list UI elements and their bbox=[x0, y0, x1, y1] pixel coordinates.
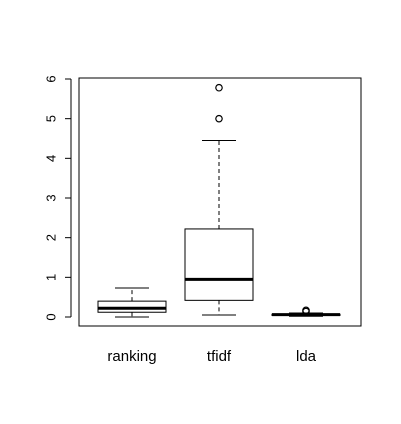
outlier-point bbox=[215, 83, 223, 92]
y-axis: 0 1 2 3 4 5 6 bbox=[44, 75, 72, 321]
x-tick-label: ranking bbox=[107, 348, 156, 365]
box-lda bbox=[271, 306, 341, 317]
y-tick-label: 6 bbox=[44, 75, 59, 82]
outlier-point bbox=[302, 306, 310, 315]
y-tick-label: 2 bbox=[44, 234, 59, 241]
x-tick-label: tfidf bbox=[207, 348, 232, 365]
box-tfidf bbox=[184, 83, 254, 316]
outlier-point bbox=[215, 114, 223, 123]
y-tick-label: 1 bbox=[44, 274, 59, 281]
x-tick-label: lda bbox=[296, 348, 317, 365]
y-tick-label: 3 bbox=[44, 194, 59, 201]
y-tick-label: 0 bbox=[44, 313, 59, 320]
y-tick-label: 5 bbox=[44, 115, 59, 122]
iqr-box bbox=[97, 300, 167, 313]
plot-frame bbox=[78, 77, 362, 327]
box-ranking bbox=[97, 287, 167, 318]
iqr-box bbox=[184, 228, 254, 301]
boxes bbox=[97, 83, 341, 318]
y-tick-label: 4 bbox=[44, 155, 59, 162]
x-axis: ranking tfidf lda bbox=[107, 348, 316, 365]
